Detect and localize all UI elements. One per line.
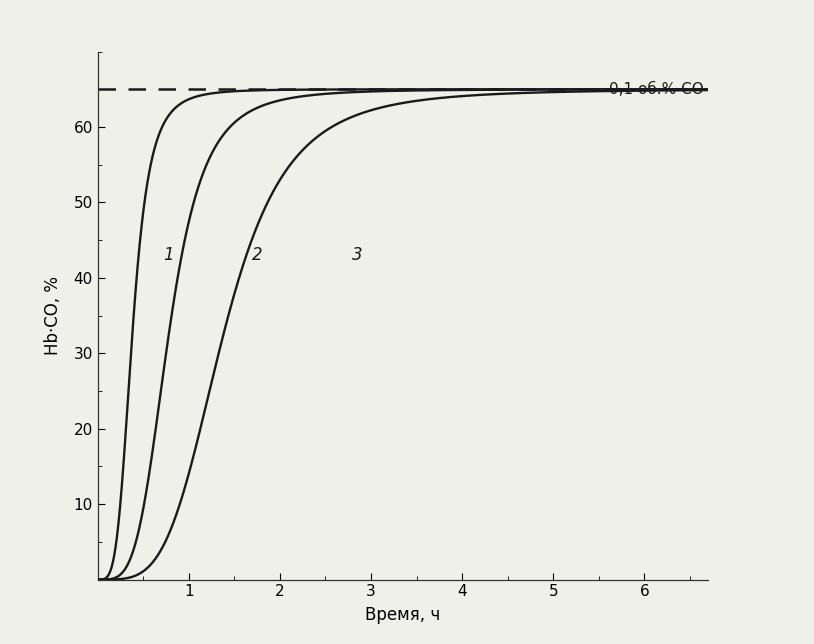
Text: 3: 3 bbox=[352, 246, 363, 264]
Text: 2: 2 bbox=[252, 246, 262, 264]
Text: 0,1 об.% CO: 0,1 об.% CO bbox=[609, 82, 703, 97]
X-axis label: Время, ч: Время, ч bbox=[365, 607, 440, 625]
Text: 1: 1 bbox=[164, 246, 174, 264]
Y-axis label: Hb·CO, %: Hb·CO, % bbox=[44, 276, 63, 355]
